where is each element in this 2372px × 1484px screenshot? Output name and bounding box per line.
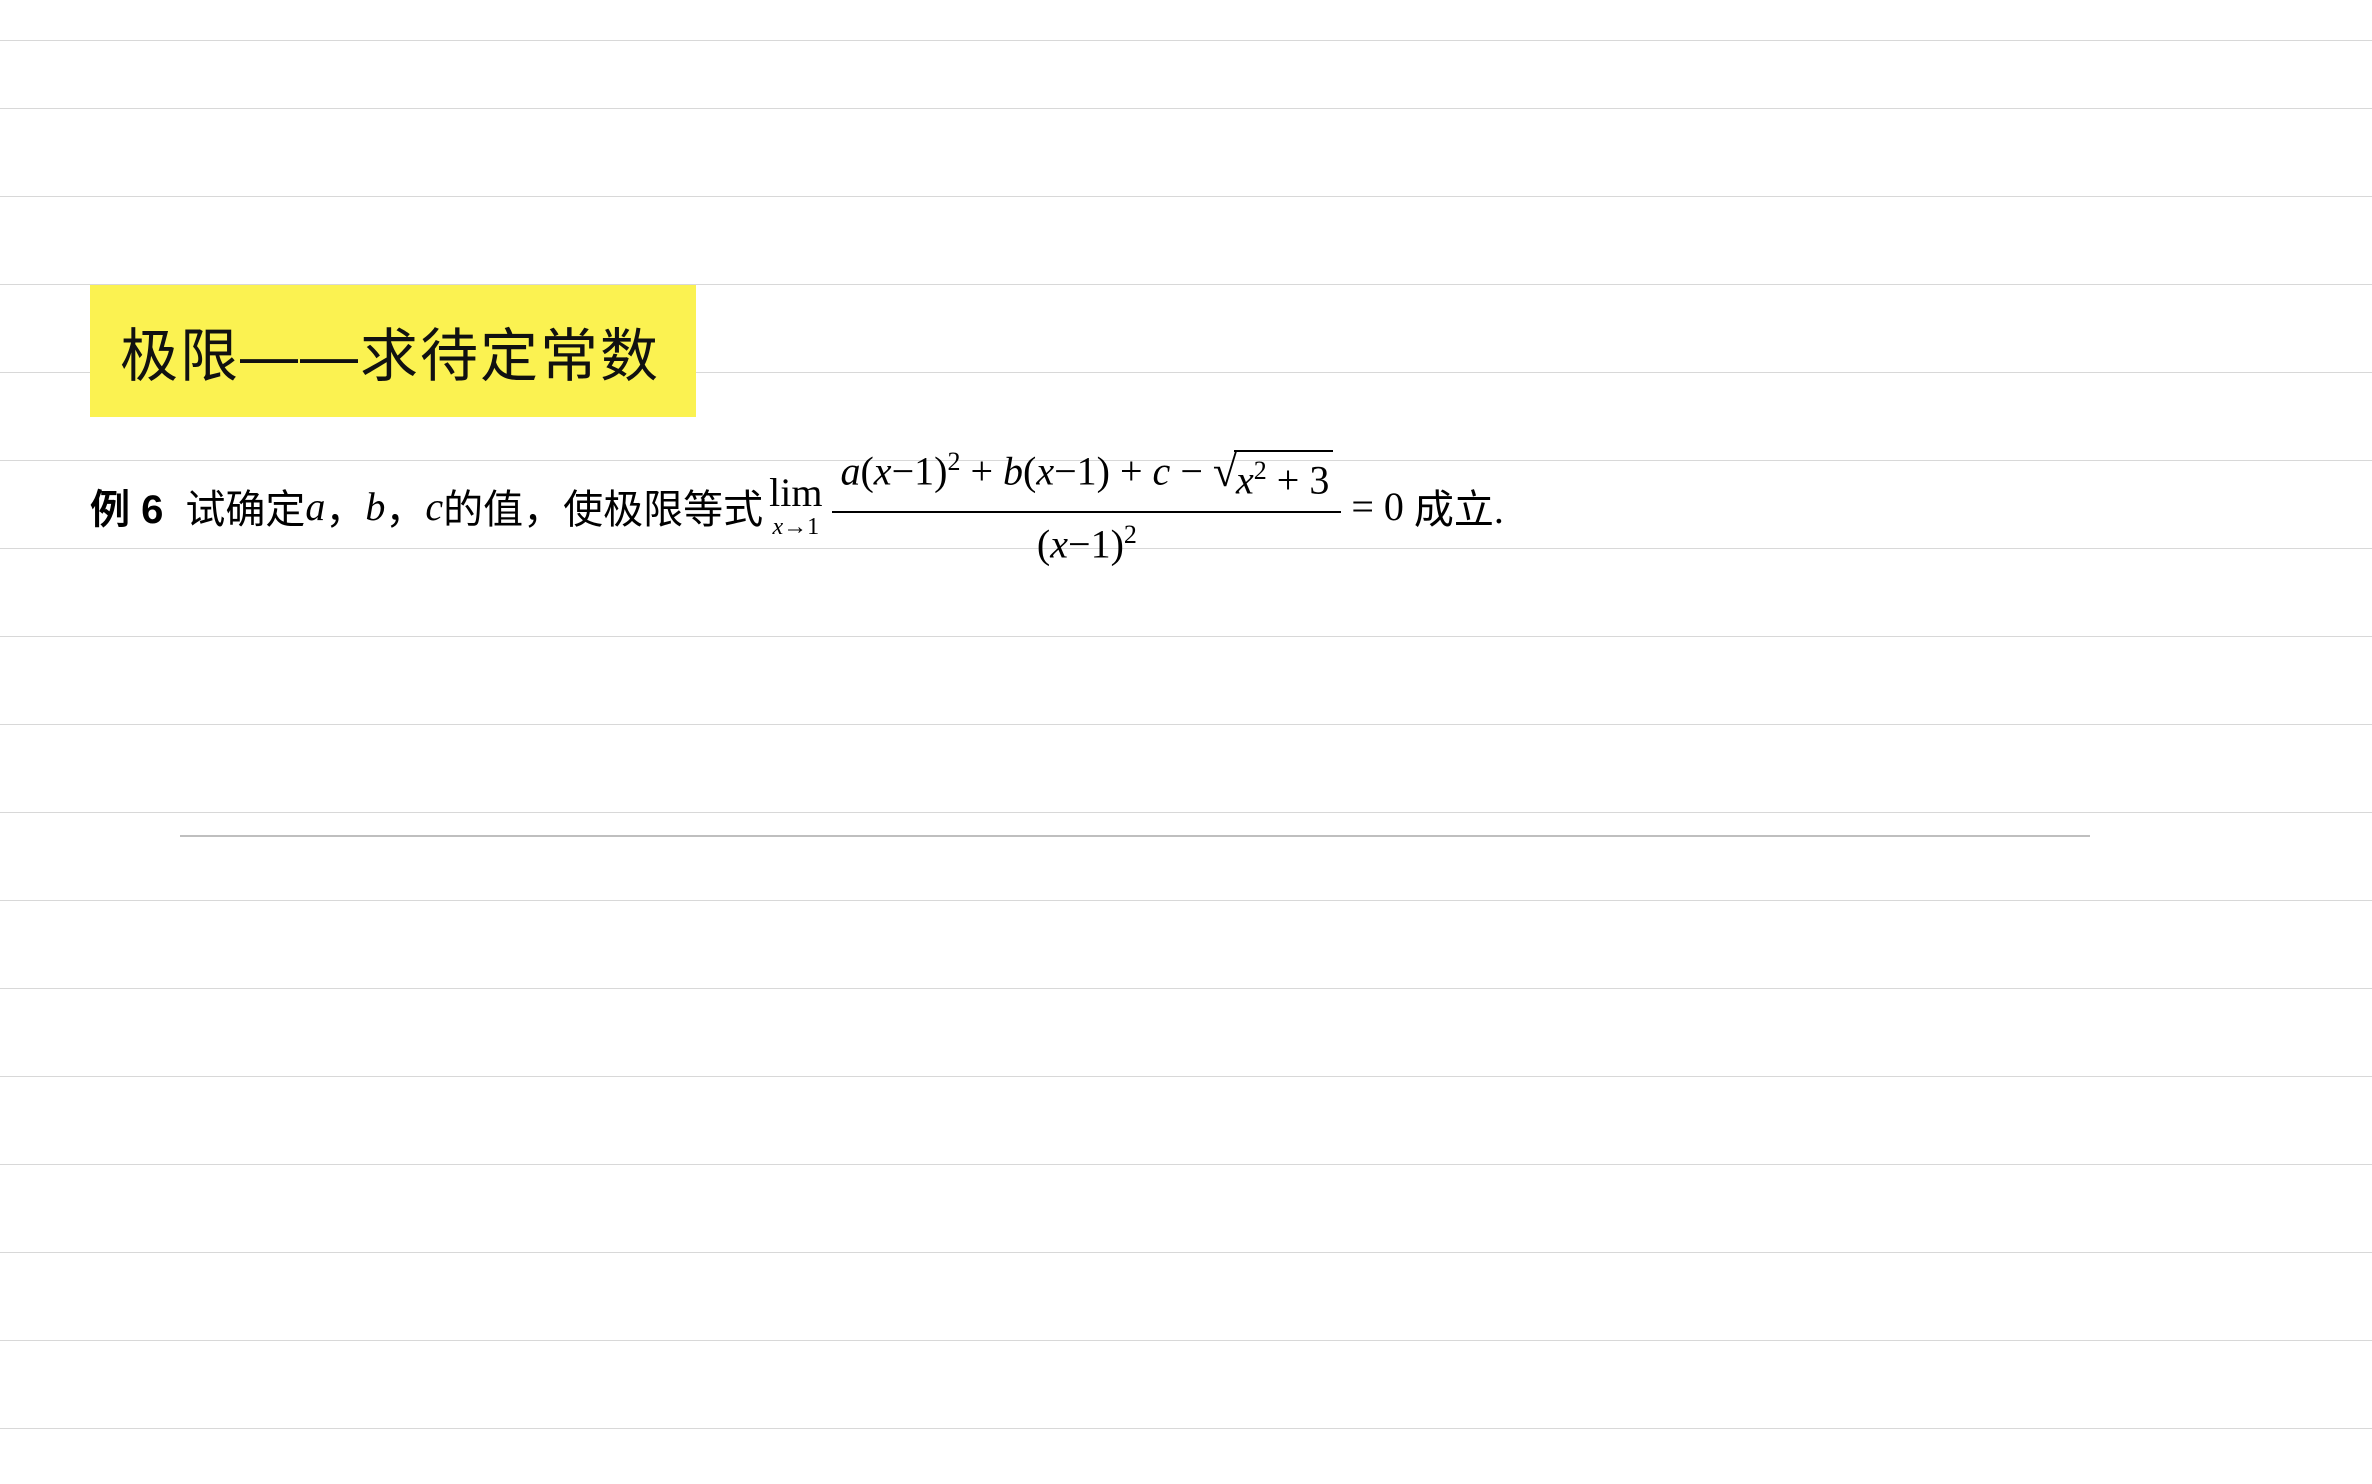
num-m1: −1) [892,448,948,493]
ruled-line [0,812,2372,813]
num-m3: − [1170,448,1213,493]
equals-zero: = 0 [1351,483,1404,530]
fraction: a(x−1)2 + b(x−1) + c − √x2 + 3 (x−1)2 [832,445,1341,568]
ruled-line [0,1428,2372,1429]
ruled-line [0,988,2372,989]
var-b: b [365,483,385,530]
ruled-line [0,1340,2372,1341]
sep-1: ， [325,477,365,535]
ruled-line [0,900,2372,901]
denominator: (x−1)2 [1037,513,1137,568]
sqrt-sign: √ [1213,452,1237,492]
den-p: ( [1037,521,1050,566]
sep-2: ， [385,477,425,535]
var-a: a [305,483,325,530]
lim-sub-val: 1 [807,514,819,540]
num-a: a [840,448,860,493]
den-e: 2 [1124,520,1137,549]
num-x1: x [874,448,892,493]
num-p2: ( [1023,448,1036,493]
lim-sub-arrow: → [783,514,807,540]
problem-row: 例 6 试确定 a ， b ， c 的值，使极限等式 lim x→1 a(x−1… [90,445,2290,568]
example-label: 例 6 [90,477,163,535]
num-p1: ( [860,448,873,493]
lim-word: lim [769,473,822,513]
limit-operator: lim x→1 [769,473,822,539]
den-m: −1) [1068,521,1124,566]
ruled-line [0,1164,2372,1165]
num-m2: −1) + [1054,448,1152,493]
num-plus1: + [960,448,1003,493]
intro-text-2: 的值，使极限等式 [443,477,763,535]
intro-text-1: 试确定 [185,477,305,535]
var-c: c [425,483,443,530]
numerator: a(x−1)2 + b(x−1) + c − √x2 + 3 [832,445,1341,513]
lim-sub-var: x [772,514,783,540]
ruled-line [0,108,2372,109]
lim-sub: x→1 [772,515,819,539]
content-area: 极限——求待定常数 例 6 试确定 a ， b ， c 的值，使极限等式 lim… [90,285,2290,568]
num-c: c [1153,448,1171,493]
num-e1: 2 [947,447,960,476]
content-bottom-border [180,835,2090,837]
den-x: x [1050,521,1068,566]
title-highlight: 极限——求待定常数 [90,285,696,417]
num-b: b [1003,448,1023,493]
ruled-line [0,724,2372,725]
ruled-line [0,40,2372,41]
ruled-line [0,1076,2372,1077]
closing-text: 成立. [1414,477,1504,535]
ruled-line [0,196,2372,197]
num-x2: x [1036,448,1054,493]
ruled-line [0,636,2372,637]
ruled-line [0,1252,2372,1253]
sqrt: √x2 + 3 [1213,450,1333,506]
sqrt-x: x [1236,458,1254,503]
sqrt-exp: 2 [1254,456,1267,485]
title-text: 极限——求待定常数 [120,324,660,389]
sqrt-plus: + 3 [1267,458,1330,503]
sqrt-content: x2 + 3 [1234,450,1333,506]
